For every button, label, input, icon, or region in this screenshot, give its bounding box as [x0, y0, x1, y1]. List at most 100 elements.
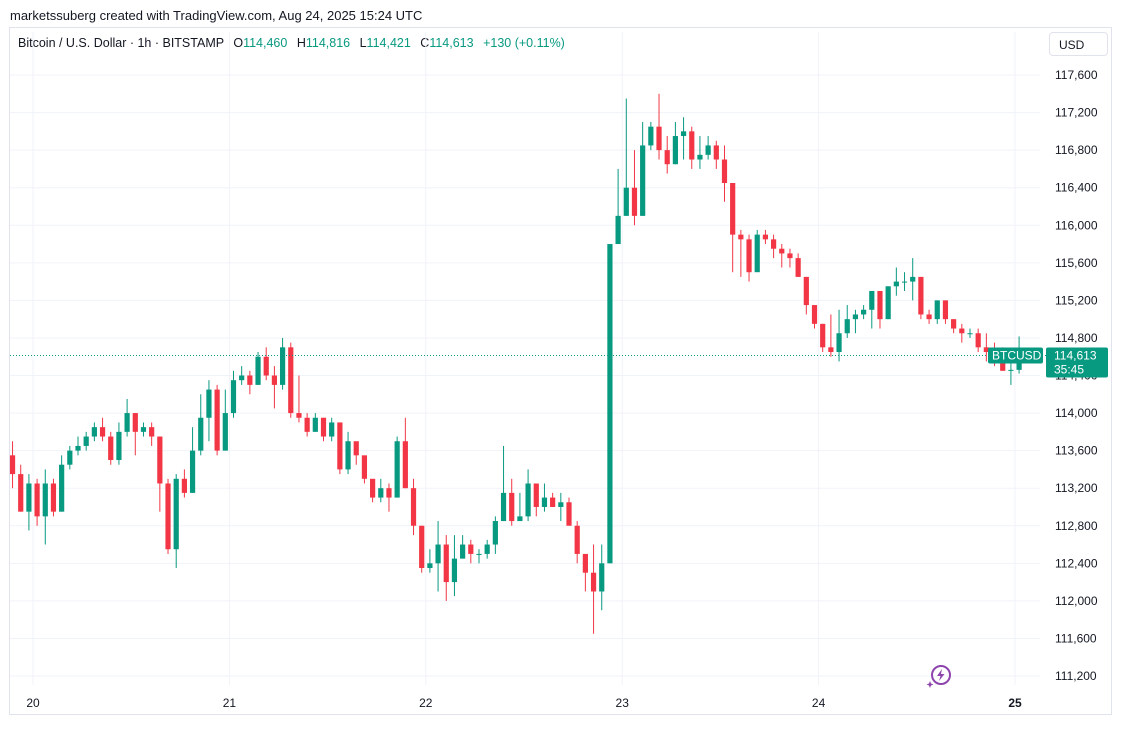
- candle-body: [648, 126, 654, 146]
- candle: [762, 229, 769, 245]
- candle: [566, 497, 572, 526]
- candle-body: [861, 309, 867, 315]
- y-tick-label: 111,600: [1055, 631, 1097, 645]
- candle: [951, 319, 957, 334]
- candle-body: [263, 356, 269, 376]
- candle-body: [967, 333, 973, 335]
- y-tick-label: 116,400: [1055, 181, 1098, 195]
- candle-body: [214, 389, 220, 451]
- candle: [9, 441, 16, 489]
- candle-body: [672, 136, 678, 165]
- candle-body: [721, 159, 728, 183]
- y-tick-label: 117,200: [1055, 106, 1098, 120]
- candle: [697, 136, 703, 169]
- candle-body: [75, 445, 81, 451]
- y-tick-label: 114,800: [1055, 331, 1098, 345]
- candle: [500, 445, 507, 522]
- change-value: +130 (+0.11%): [483, 36, 565, 50]
- candle-body: [296, 413, 302, 418]
- time-axis[interactable]: 20 21 22 23 24 25: [26, 696, 1022, 710]
- close-value: 114,613: [429, 36, 474, 50]
- candle-body: [713, 145, 719, 160]
- candle: [738, 229, 744, 277]
- candle: [770, 234, 777, 259]
- candle-body: [476, 553, 482, 555]
- candle: [877, 290, 883, 329]
- chart-frame: [9, 27, 1112, 715]
- candle-body: [42, 483, 48, 517]
- candle: [492, 516, 498, 554]
- candle-body: [189, 450, 196, 493]
- candle-body: [730, 182, 736, 235]
- candle: [975, 328, 981, 353]
- candle-body: [329, 422, 335, 437]
- candle: [918, 276, 924, 320]
- candle: [353, 441, 359, 465]
- y-tick-label: 112,400: [1055, 556, 1098, 570]
- y-tick-label: 114,000: [1055, 406, 1098, 420]
- low-value: 114,421: [366, 36, 411, 50]
- high-key: H: [296, 36, 306, 50]
- candle-body: [762, 234, 769, 240]
- candle-body: [803, 276, 809, 306]
- candle: [648, 121, 654, 151]
- candle-body: [599, 563, 605, 592]
- candle: [198, 394, 204, 456]
- candle: [869, 290, 875, 329]
- candle: [132, 413, 138, 456]
- candle: [140, 422, 147, 437]
- candle-body: [656, 126, 662, 151]
- symbol-legend: Bitcoin / U.S. Dollar · 1h · BITSTAMP O1…: [18, 36, 565, 50]
- candle: [149, 422, 155, 446]
- price-axis[interactable]: 111,200 111,600 112,000 112,400 112,800 113,2…: [1055, 68, 1098, 683]
- currency-button[interactable]: USD: [1049, 32, 1108, 56]
- candle: [165, 478, 171, 554]
- candle: [541, 483, 548, 512]
- candle-body: [664, 150, 670, 165]
- open-value: 114,460: [243, 36, 288, 50]
- candle: [672, 121, 678, 165]
- candle-body: [533, 483, 539, 507]
- candle: [91, 422, 97, 442]
- candle-body: [959, 328, 965, 334]
- symbol-title[interactable]: Bitcoin / U.S. Dollar · 1h · BITSTAMP: [18, 36, 224, 50]
- candle: [345, 431, 351, 475]
- candle: [713, 140, 719, 169]
- y-tick-label: 116,000: [1055, 218, 1098, 232]
- candle: [402, 417, 408, 489]
- candle: [811, 305, 818, 329]
- candle: [419, 525, 425, 573]
- candle-body: [132, 413, 138, 432]
- candle-body: [312, 417, 318, 432]
- candle-body: [779, 248, 785, 254]
- candle-body: [975, 333, 981, 348]
- candle-body: [410, 488, 417, 526]
- grid-lines: [10, 32, 1040, 685]
- candle: [730, 182, 736, 273]
- price-tag: 114,613 35:45: [1046, 347, 1108, 378]
- candle-body: [844, 319, 850, 334]
- candle: [181, 469, 187, 498]
- candle: [590, 544, 597, 634]
- low-key: L: [359, 36, 367, 50]
- candle: [214, 384, 220, 456]
- candle: [656, 93, 662, 160]
- y-tick-label: 116,800: [1055, 143, 1098, 157]
- candle: [787, 248, 793, 268]
- candle-body: [590, 572, 597, 592]
- candle-body: [247, 375, 253, 385]
- candle: [574, 521, 580, 564]
- candle: [271, 366, 278, 409]
- candle-body: [640, 145, 646, 216]
- lightning-icon[interactable]: [926, 664, 952, 690]
- candle: [631, 150, 638, 226]
- candle: [664, 136, 670, 174]
- x-tick-label: 21: [223, 696, 237, 710]
- candle: [157, 436, 163, 512]
- candle: [983, 333, 989, 362]
- x-tick-label: 22: [419, 696, 433, 710]
- y-tick-label: 113,600: [1055, 444, 1098, 458]
- candle: [517, 492, 523, 522]
- candle-body: [500, 492, 507, 522]
